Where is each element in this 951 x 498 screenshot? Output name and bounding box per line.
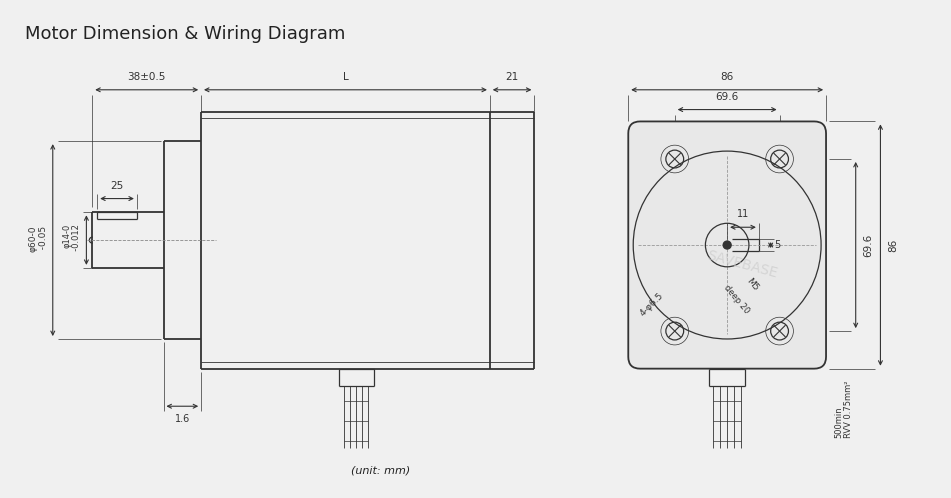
Text: M5: M5 — [745, 276, 761, 293]
Text: 86: 86 — [888, 239, 899, 251]
Text: 4-φ6.5: 4-φ6.5 — [638, 291, 665, 318]
Text: 38±0.5: 38±0.5 — [127, 72, 165, 82]
Text: 21: 21 — [506, 72, 518, 82]
Text: 11: 11 — [737, 209, 749, 219]
Text: φ60-0
  -0.05: φ60-0 -0.05 — [29, 226, 48, 254]
Text: 25: 25 — [110, 181, 124, 191]
Text: φ14-0
  -0.012: φ14-0 -0.012 — [62, 224, 82, 256]
FancyBboxPatch shape — [629, 122, 826, 369]
Text: 69.6: 69.6 — [715, 92, 739, 102]
Text: SAVEBASE: SAVEBASE — [706, 249, 779, 281]
Text: 1.6: 1.6 — [175, 414, 190, 424]
Circle shape — [723, 241, 731, 249]
Text: 69.6: 69.6 — [864, 234, 874, 256]
Text: Motor Dimension & Wiring Diagram: Motor Dimension & Wiring Diagram — [25, 24, 345, 42]
Text: L: L — [342, 72, 348, 82]
Text: RVV 0.75mm²: RVV 0.75mm² — [844, 380, 853, 438]
Text: (unit: mm): (unit: mm) — [352, 466, 411, 476]
Text: deep 20: deep 20 — [722, 283, 751, 316]
Text: 5: 5 — [775, 240, 781, 250]
Text: 86: 86 — [721, 72, 734, 82]
Text: 500min: 500min — [834, 406, 843, 438]
